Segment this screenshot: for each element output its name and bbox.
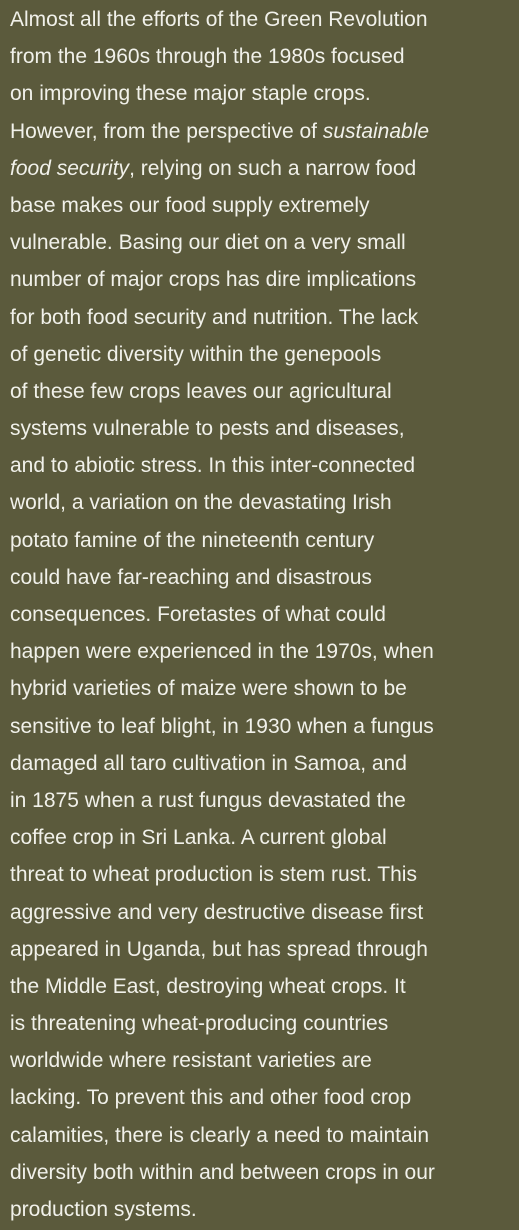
text-line: lacking. To prevent this and other food … xyxy=(10,1086,412,1110)
text-line: of genetic diversity within the genepool… xyxy=(10,342,382,366)
text-line: aggressive and very destructive disease … xyxy=(10,900,424,924)
text-line: systems vulnerable to pests and diseases… xyxy=(10,417,405,441)
text-line: on improving these major staple crops. xyxy=(10,82,371,106)
text-line: diversity both within and between crops … xyxy=(10,1160,435,1184)
emphasis: food security xyxy=(10,156,130,180)
text-line: coffee crop in Sri Lanka. A current glob… xyxy=(10,826,387,850)
text-line: threat to wheat production is stem rust.… xyxy=(10,863,417,887)
text-line: Almost all the efforts of the Green Revo… xyxy=(10,8,428,31)
text-line: potato famine of the nineteenth century xyxy=(10,528,375,552)
text-line: base makes our food supply extremely xyxy=(10,193,370,217)
text-line: calamities, there is clearly a need to m… xyxy=(10,1123,430,1147)
text: However, from the perspective of xyxy=(10,119,323,143)
text-line: and to abiotic stress. In this inter-con… xyxy=(10,454,416,478)
text-line: damaged all taro cultivation in Samoa, a… xyxy=(10,751,407,775)
text-line: However, from the perspective of sustain… xyxy=(10,113,519,150)
text-line: happen were experienced in the 1970s, wh… xyxy=(10,640,434,664)
emphasis: sustainable xyxy=(322,119,430,143)
text-line: worldwide where resistant varieties are xyxy=(10,1049,372,1073)
text-line: hybrid varieties of maize were shown to … xyxy=(10,677,407,701)
text-line: food security, relying on such a narrow … xyxy=(10,150,519,187)
text-line: from the 1960s through the 1980s focused xyxy=(10,45,405,69)
text-line: for both food security and nutrition. Th… xyxy=(10,305,419,329)
text-line: world, a variation on the devastating Ir… xyxy=(10,491,392,515)
text-line: number of major crops has dire implicati… xyxy=(10,268,417,292)
text-line: consequences. Foretastes of what could xyxy=(10,603,386,626)
text-line: in 1875 when a rust fungus devastated th… xyxy=(10,788,406,812)
text-line: is threatening wheat-producing countries xyxy=(10,1012,389,1036)
text-line: vulnerable. Basing our diet on a very sm… xyxy=(10,231,406,255)
text-line: sensitive to leaf blight, in 1930 when a… xyxy=(10,714,434,738)
text-line: appeared in Uganda, but has spread throu… xyxy=(10,937,428,961)
text-line: the Middle East, destroying wheat crops.… xyxy=(10,974,406,998)
text-line: production systems. xyxy=(10,1198,197,1221)
text: , relying on such a narrow food xyxy=(129,156,417,180)
text-line: of these few crops leaves our agricultur… xyxy=(10,379,392,403)
text-line: could have far-reaching and disastrous xyxy=(10,565,372,589)
